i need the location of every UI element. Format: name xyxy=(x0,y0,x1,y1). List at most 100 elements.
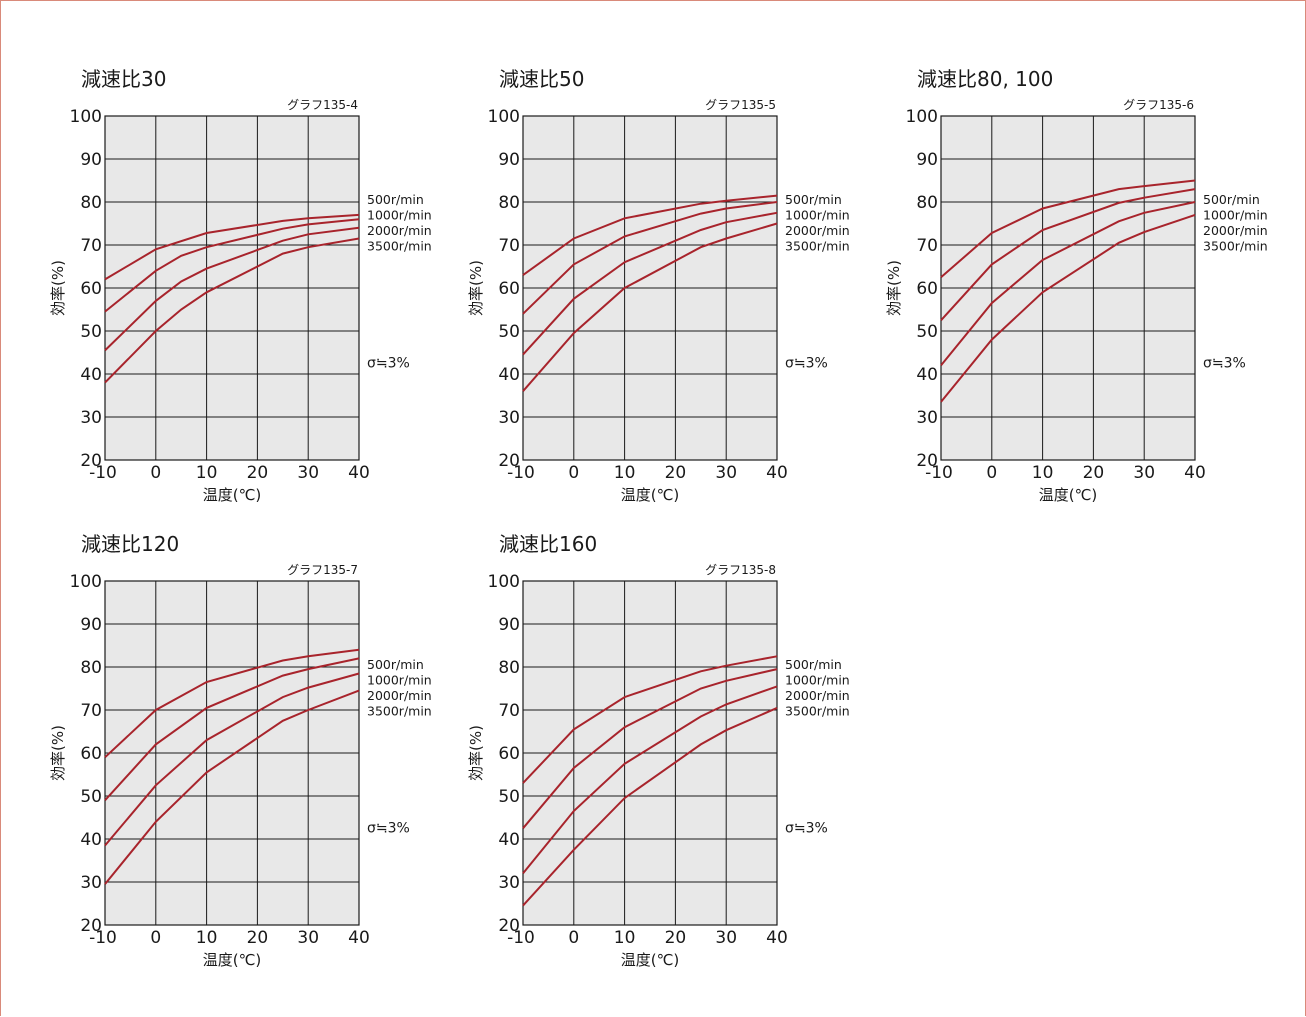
y-tick-label: 60 xyxy=(498,279,520,299)
x-tick-label: 20 xyxy=(665,928,687,948)
y-tick-label: 70 xyxy=(498,701,520,721)
x-tick-label: 30 xyxy=(715,463,737,483)
graph-code-label: グラフ135-8 xyxy=(705,563,776,577)
x-tick-label: 30 xyxy=(715,928,737,948)
x-tick-label: 30 xyxy=(297,463,319,483)
series-label: 3500r/min xyxy=(367,239,432,254)
x-tick-label: 20 xyxy=(247,463,269,483)
y-tick-label: 50 xyxy=(80,787,102,807)
graph-code-label: グラフ135-5 xyxy=(705,98,776,112)
x-tick-label: 40 xyxy=(766,928,788,948)
series-line xyxy=(104,218,360,313)
x-axis-label: 温度(℃) xyxy=(203,951,262,969)
series-label: 500r/min xyxy=(367,657,424,672)
sigma-note: σ≒3% xyxy=(785,821,828,837)
x-axis-label: 温度(℃) xyxy=(203,486,262,504)
y-tick-label: 20 xyxy=(916,451,938,471)
y-tick-label: 80 xyxy=(498,658,520,678)
y-tick-label: 100 xyxy=(488,107,520,127)
y-tick-label: 60 xyxy=(80,279,102,299)
y-tick-label: 80 xyxy=(80,658,102,678)
x-tick-label: -10 xyxy=(507,463,535,483)
series-line xyxy=(522,706,778,907)
x-tick-label: 40 xyxy=(1184,463,1206,483)
y-axis-label: 効率(%) xyxy=(49,260,67,316)
chart-panel: 減速比50 グラフ135-5 20 30 40 50 60 70 80 90 100 -10 0 10 20… xyxy=(467,67,850,504)
y-tick-label: 30 xyxy=(80,873,102,893)
y-axis-label: 効率(%) xyxy=(467,725,485,781)
series-line xyxy=(522,201,778,315)
graph-code-label: グラフ135-6 xyxy=(1123,98,1194,112)
series-line xyxy=(104,213,360,281)
chart-title: 減速比120 xyxy=(81,532,179,556)
y-tick-label: 90 xyxy=(80,615,102,635)
series-line xyxy=(940,179,1196,279)
x-tick-label: -10 xyxy=(89,928,117,948)
series-label: 1000r/min xyxy=(1203,208,1268,223)
y-tick-label: 50 xyxy=(80,322,102,342)
series-line xyxy=(940,188,1196,321)
y-tick-label: 100 xyxy=(70,572,102,592)
y-tick-label: 50 xyxy=(498,322,520,342)
y-tick-label: 70 xyxy=(80,236,102,256)
x-tick-label: 10 xyxy=(1032,463,1054,483)
series-label: 2000r/min xyxy=(367,688,432,703)
series-label: 2000r/min xyxy=(785,223,850,238)
series-label: 2000r/min xyxy=(367,223,432,238)
y-tick-label: 50 xyxy=(498,787,520,807)
y-tick-label: 40 xyxy=(80,365,102,385)
y-tick-label: 90 xyxy=(498,150,520,170)
x-tick-label: 20 xyxy=(247,928,269,948)
y-tick-label: 20 xyxy=(498,916,520,936)
series-line xyxy=(104,689,360,885)
x-tick-label: 0 xyxy=(568,463,579,483)
y-tick-label: 70 xyxy=(498,236,520,256)
chart-panel: 減速比80, 100グラフ135-62030405060708090100-10… xyxy=(885,67,1268,504)
series-label: 3500r/min xyxy=(785,704,850,719)
x-axis-label: 温度(℃) xyxy=(621,486,680,504)
series-line xyxy=(940,213,1196,403)
y-tick-label: 90 xyxy=(498,615,520,635)
chart-title: 減速比160 xyxy=(499,532,597,556)
sigma-note: σ≒3% xyxy=(367,356,410,372)
y-tick-label: 70 xyxy=(916,236,938,256)
y-tick-label: 80 xyxy=(916,193,938,213)
chart-panel: 減速比160 グラフ135-8 20 30 40 50 60 70 80 90 100 -10 0 10 2… xyxy=(467,532,850,969)
series-label: 500r/min xyxy=(785,192,842,207)
series-line xyxy=(522,222,778,392)
y-tick-label: 70 xyxy=(80,701,102,721)
series-line xyxy=(104,657,360,801)
x-tick-label: 10 xyxy=(196,463,218,483)
y-axis-label: 効率(%) xyxy=(49,725,67,781)
x-tick-label: 40 xyxy=(348,928,370,948)
y-axis-label: 効率(%) xyxy=(467,260,485,316)
x-tick-label: 0 xyxy=(150,463,161,483)
x-tick-label: 10 xyxy=(614,928,636,948)
x-axis-label: 温度(℃) xyxy=(1039,486,1098,504)
y-tick-label: 30 xyxy=(916,408,938,428)
chart-title: 減速比50 xyxy=(499,67,584,91)
x-axis-label: 温度(℃) xyxy=(621,951,680,969)
x-tick-label: -10 xyxy=(507,928,535,948)
series-label: 3500r/min xyxy=(1203,239,1268,254)
y-tick-label: 90 xyxy=(80,150,102,170)
y-tick-label: 20 xyxy=(80,916,102,936)
x-tick-label: 0 xyxy=(986,463,997,483)
graph-code-label: グラフ135-4 xyxy=(287,98,358,112)
y-tick-label: 60 xyxy=(80,744,102,764)
graph-code-label: グラフ135-7 xyxy=(287,563,358,577)
y-tick-label: 100 xyxy=(906,107,938,127)
sigma-note: σ≒3% xyxy=(785,356,828,372)
y-tick-label: 30 xyxy=(498,408,520,428)
x-tick-label: -10 xyxy=(89,463,117,483)
series-label: 1000r/min xyxy=(785,673,850,688)
chart-panel: 減速比120 グラフ135-7 20 30 40 50 60 70 80 90 100 -10 0 10 2… xyxy=(49,532,432,969)
y-tick-label: 90 xyxy=(916,150,938,170)
y-tick-label: 100 xyxy=(488,572,520,592)
x-tick-label: 20 xyxy=(1083,463,1105,483)
x-tick-label: 40 xyxy=(766,463,788,483)
y-axis-label: 効率(%) xyxy=(885,260,903,316)
series-label: 500r/min xyxy=(785,657,842,672)
x-tick-label: 20 xyxy=(665,463,687,483)
